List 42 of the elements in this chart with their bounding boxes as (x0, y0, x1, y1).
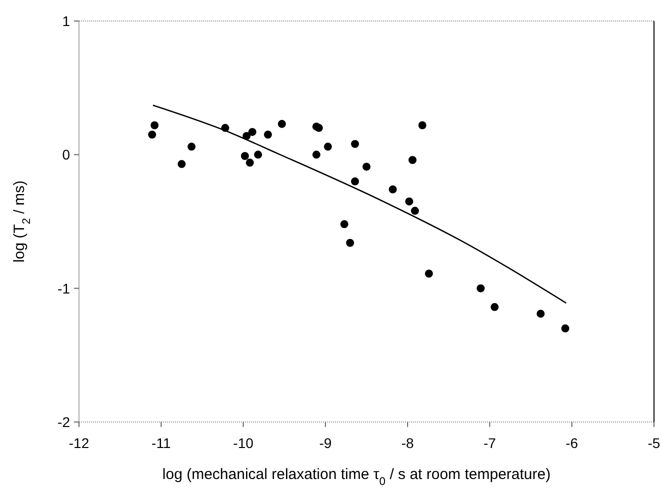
x-tick-label: -9 (319, 435, 332, 451)
x-tick-label: -11 (152, 435, 171, 451)
line-series (152, 104, 567, 304)
x-tick-label: -12 (68, 435, 90, 451)
x-tick-label: -8 (401, 435, 414, 451)
point (240, 152, 249, 160)
point (418, 121, 426, 130)
point (362, 162, 370, 171)
point (178, 160, 186, 168)
y-tick-label: 1 (62, 13, 70, 29)
point (405, 197, 414, 206)
point (314, 124, 323, 132)
point (351, 140, 359, 148)
point (351, 177, 359, 186)
point (410, 206, 419, 215)
point (340, 220, 348, 228)
point (150, 121, 159, 130)
y-tick-label: -1 (58, 280, 70, 296)
point (346, 238, 354, 247)
point (264, 130, 272, 139)
point (561, 324, 570, 332)
point (278, 120, 286, 128)
point (536, 310, 545, 318)
y-tick-label: 0 (62, 146, 70, 163)
x-axis-title: log (mechanical relaxation time τ$_{0}$ / s at room temperature) (162, 466, 551, 488)
point (312, 150, 320, 159)
point (424, 270, 433, 278)
point (490, 303, 499, 312)
point (254, 150, 262, 159)
point (476, 284, 485, 292)
x-tick-label: -7 (483, 435, 496, 451)
point (408, 156, 416, 164)
point (324, 142, 332, 151)
point (246, 158, 254, 167)
y-tick-label: -2 (58, 414, 70, 430)
point (148, 130, 156, 139)
x-tick-label: -5 (648, 435, 660, 451)
point (188, 142, 196, 151)
x-tick-label: -6 (566, 435, 578, 451)
x-tick-label: -10 (233, 435, 254, 451)
point (388, 185, 397, 194)
point (248, 128, 256, 136)
